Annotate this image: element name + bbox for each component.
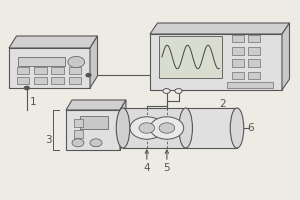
Bar — [248, 47, 260, 55]
Circle shape — [68, 56, 85, 68]
Bar — [9, 48, 90, 88]
Bar — [248, 59, 260, 67]
Bar — [80, 116, 108, 129]
Circle shape — [90, 139, 102, 147]
Bar — [16, 67, 29, 74]
Bar — [18, 57, 65, 66]
Polygon shape — [150, 23, 290, 34]
Ellipse shape — [116, 108, 130, 148]
Text: 1: 1 — [30, 97, 37, 107]
Text: 5: 5 — [164, 163, 170, 173]
Bar — [123, 108, 186, 148]
Polygon shape — [90, 36, 98, 88]
Bar — [159, 36, 222, 78]
Circle shape — [139, 123, 154, 133]
Text: 2: 2 — [219, 99, 226, 109]
Bar — [248, 72, 260, 79]
Polygon shape — [66, 100, 126, 110]
Bar — [69, 67, 81, 74]
Text: 3: 3 — [45, 135, 51, 145]
Bar — [69, 77, 81, 84]
Bar — [34, 67, 46, 74]
Circle shape — [86, 74, 91, 77]
Circle shape — [24, 86, 29, 90]
Bar — [232, 59, 244, 67]
Bar — [51, 67, 64, 74]
Text: 6: 6 — [247, 123, 254, 133]
Bar — [186, 108, 237, 148]
Circle shape — [72, 139, 84, 147]
Bar — [226, 82, 273, 88]
Ellipse shape — [179, 108, 193, 148]
Text: 4: 4 — [143, 163, 150, 173]
Ellipse shape — [230, 108, 244, 148]
Bar — [248, 35, 260, 42]
Bar — [16, 77, 29, 84]
Circle shape — [175, 89, 182, 93]
Bar — [66, 110, 120, 150]
Polygon shape — [120, 100, 126, 150]
Circle shape — [150, 117, 184, 139]
Bar — [51, 77, 64, 84]
Bar — [232, 72, 244, 79]
Circle shape — [159, 123, 175, 133]
Bar — [232, 47, 244, 55]
Polygon shape — [9, 36, 98, 48]
Bar — [74, 119, 83, 127]
Bar — [232, 35, 244, 42]
Bar — [34, 77, 46, 84]
Bar — [150, 34, 282, 90]
Bar — [74, 130, 83, 138]
Circle shape — [163, 89, 170, 93]
Polygon shape — [282, 23, 290, 90]
Circle shape — [130, 117, 164, 139]
